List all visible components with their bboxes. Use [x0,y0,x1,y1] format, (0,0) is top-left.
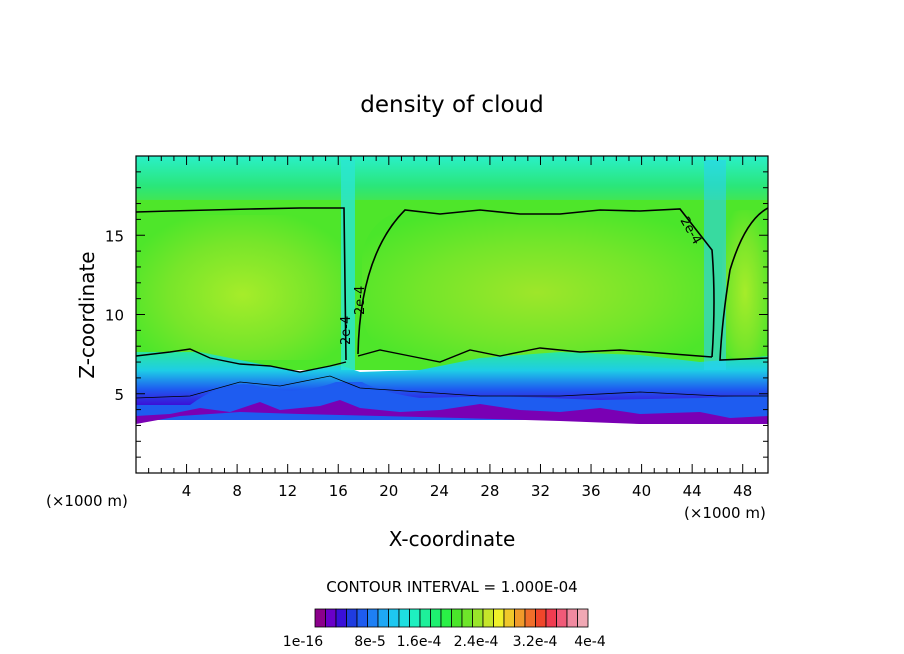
y-tick-label: 5 [114,386,124,404]
y-tick-label: 10 [105,307,124,325]
colorbar-swatch [545,608,557,628]
colorbar-swatch [398,608,410,628]
colorbar-swatch [367,608,379,628]
x-tick-label: 16 [329,482,348,500]
colorbar-tick-label: 1.6e-4 [397,634,442,650]
plot-area [136,156,768,473]
colorbar-swatch [440,608,452,628]
colorbar-tick-label: 1e-16 [283,634,323,650]
x-tick-label: 20 [379,482,398,500]
colorbar-swatch [346,608,358,628]
colorbar-swatch [566,608,578,628]
colorbar-swatch [325,608,337,628]
y-axis: 5 10 15 [105,171,768,458]
colorbar-swatch [388,608,400,628]
x-unit-left: (×1000 m) [46,492,128,510]
contour-label: 2e-4 [339,316,354,345]
x-tick-label: 32 [531,482,550,500]
x-tick-label: 40 [632,482,651,500]
colorbar-swatch [335,608,347,628]
colorbar-tick-label: 3.2e-4 [513,634,558,650]
x-tick-label: 44 [683,482,702,500]
colorbar-tick-label: 8e-5 [354,634,385,650]
chart-title: density of cloud [360,92,543,118]
colorbar-swatch [356,608,368,628]
colorbar-swatch [493,608,505,628]
colorbar-swatch [409,608,421,628]
colorbar-swatch [419,608,431,628]
x-tick-label: 4 [182,482,192,500]
colorbar-swatch [314,608,326,628]
colorbar-swatch [503,608,515,628]
colorbar-swatch [451,608,463,628]
x-unit-right: (×1000 m) [684,504,766,522]
colorbar-swatch [577,608,589,628]
colorbar [314,608,589,628]
contour-label: 2e-4 [353,286,368,315]
colorbar-swatch [430,608,442,628]
y-axis-label: Z-coordinate [75,251,99,378]
x-tick-label: 12 [278,482,297,500]
colorbar-swatch [377,608,389,628]
x-tick-label: 36 [581,482,600,500]
colorbar-swatch [556,608,568,628]
x-tick-label: 48 [733,482,752,500]
colorbar-swatch [472,608,484,628]
colorbar-swatch [461,608,473,628]
y-tick-label: 15 [105,227,124,245]
colorbar-swatch [535,608,547,628]
colorbar-swatch [514,608,526,628]
x-tick-label: 24 [430,482,449,500]
colorbar-labels: 1e-16 8e-5 1.6e-4 2.4e-4 3.2e-4 4e-4 [283,634,606,650]
colorbar-tick-label: 2.4e-4 [454,634,499,650]
contour-interval-label: CONTOUR INTERVAL = 1.000E-04 [326,578,577,596]
colorbar-tick-label: 4e-4 [574,634,606,650]
x-axis: 4 8 12 16 20 24 28 32 36 40 44 48 [148,156,756,500]
colorbar-swatch [524,608,536,628]
colorbar-swatch [482,608,494,628]
x-tick-label: 8 [232,482,242,500]
x-tick-label: 28 [480,482,499,500]
x-axis-label: X-coordinate [389,527,516,551]
